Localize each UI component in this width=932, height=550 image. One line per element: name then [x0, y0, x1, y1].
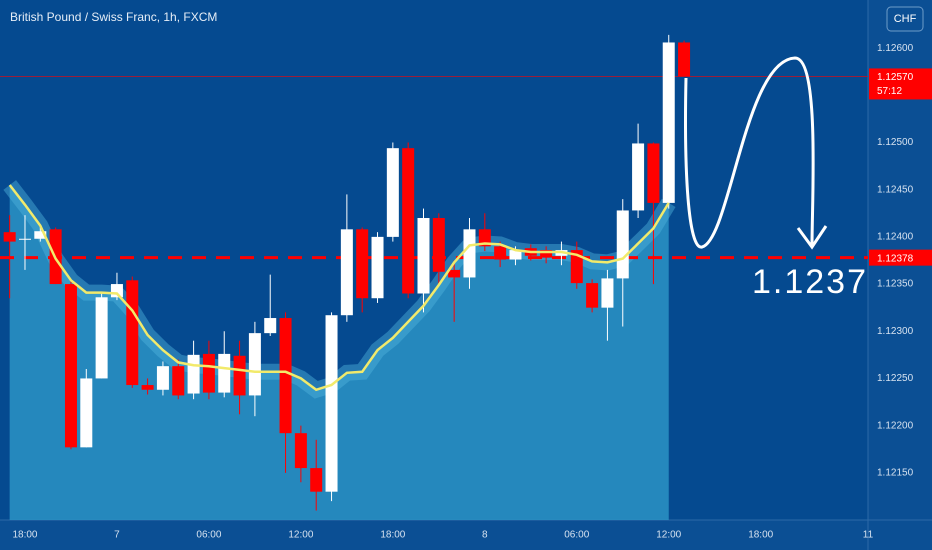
candle-body — [616, 210, 629, 279]
candle-body — [126, 280, 139, 386]
time-axis — [0, 520, 868, 550]
candle-body — [340, 229, 353, 316]
chart-title: British Pound / Swiss Franc, 1h, FXCM — [10, 10, 217, 24]
candle-body — [202, 353, 215, 393]
candle-body — [478, 229, 491, 247]
level-label-box — [869, 249, 932, 266]
candle-body — [632, 143, 645, 211]
y-tick-label: 1.12300 — [877, 326, 914, 337]
last-price-label: 1.12570 — [877, 72, 914, 83]
ma-area — [9, 185, 669, 520]
candle-body — [264, 318, 277, 334]
candle-body — [34, 231, 47, 239]
candle-body — [432, 218, 445, 272]
candle-body — [356, 229, 369, 299]
x-tick-label: 12:00 — [288, 530, 313, 541]
x-tick-label: 11 — [863, 530, 874, 541]
candle-body — [647, 143, 660, 203]
currency-button[interactable] — [886, 6, 924, 32]
candle-body — [3, 232, 16, 242]
candle-body — [678, 42, 691, 77]
candle-body — [386, 148, 399, 237]
x-tick-label: 18:00 — [380, 530, 405, 541]
y-tick-label: 1.12200 — [877, 420, 914, 431]
candle-body — [325, 315, 338, 492]
currency-label[interactable]: CHF — [894, 13, 917, 25]
level-label: 1.12378 — [877, 253, 914, 264]
candle-body — [141, 385, 154, 390]
y-tick-label: 1.12600 — [877, 43, 914, 54]
candle-body — [662, 42, 675, 203]
candle-body — [80, 378, 93, 448]
candle-body — [402, 148, 415, 294]
candle-body — [64, 284, 77, 448]
drawn-arrow — [684, 56, 815, 249]
x-tick-label: 12:00 — [656, 530, 681, 541]
candle-body — [417, 218, 430, 294]
candle-body — [279, 318, 292, 434]
candle-body — [248, 333, 261, 396]
candle-body — [509, 250, 522, 260]
candle-body — [463, 229, 476, 278]
x-tick-label: 06:00 — [564, 530, 589, 541]
candle-body — [448, 269, 461, 278]
candle-body — [18, 238, 31, 240]
annotation: 1.1237 — [752, 263, 868, 301]
candle-body — [218, 353, 231, 393]
y-tick-label: 1.12150 — [877, 467, 914, 478]
x-tick-label: 8 — [482, 530, 488, 541]
candle-body — [172, 366, 185, 396]
y-tick-label: 1.12400 — [877, 232, 914, 243]
x-tick-label: 18:00 — [748, 530, 773, 541]
candle-body — [371, 236, 384, 299]
candle-body — [540, 250, 553, 258]
candle-body — [294, 433, 307, 469]
candle-body — [494, 246, 507, 260]
y-tick-label: 1.12250 — [877, 373, 914, 384]
candle-body — [95, 297, 108, 379]
y-tick-label: 1.12500 — [877, 137, 914, 148]
x-tick-label: 7 — [114, 530, 120, 541]
ma-line — [8, 184, 670, 392]
last-price-box — [869, 68, 932, 100]
candle-body — [156, 366, 169, 390]
candle-body — [310, 468, 323, 492]
candle-body — [601, 278, 614, 308]
arrow-head — [796, 225, 828, 250]
y-tick-label: 1.12350 — [877, 279, 914, 290]
countdown-label: 57:12 — [877, 86, 902, 97]
candle-body — [570, 250, 583, 284]
candle-body — [187, 354, 200, 394]
candle-body — [233, 355, 246, 396]
x-tick-label: 06:00 — [196, 530, 221, 541]
y-tick-label: 1.12450 — [877, 184, 914, 195]
candle-body — [586, 283, 599, 308]
x-tick-label: 18:00 — [12, 530, 37, 541]
